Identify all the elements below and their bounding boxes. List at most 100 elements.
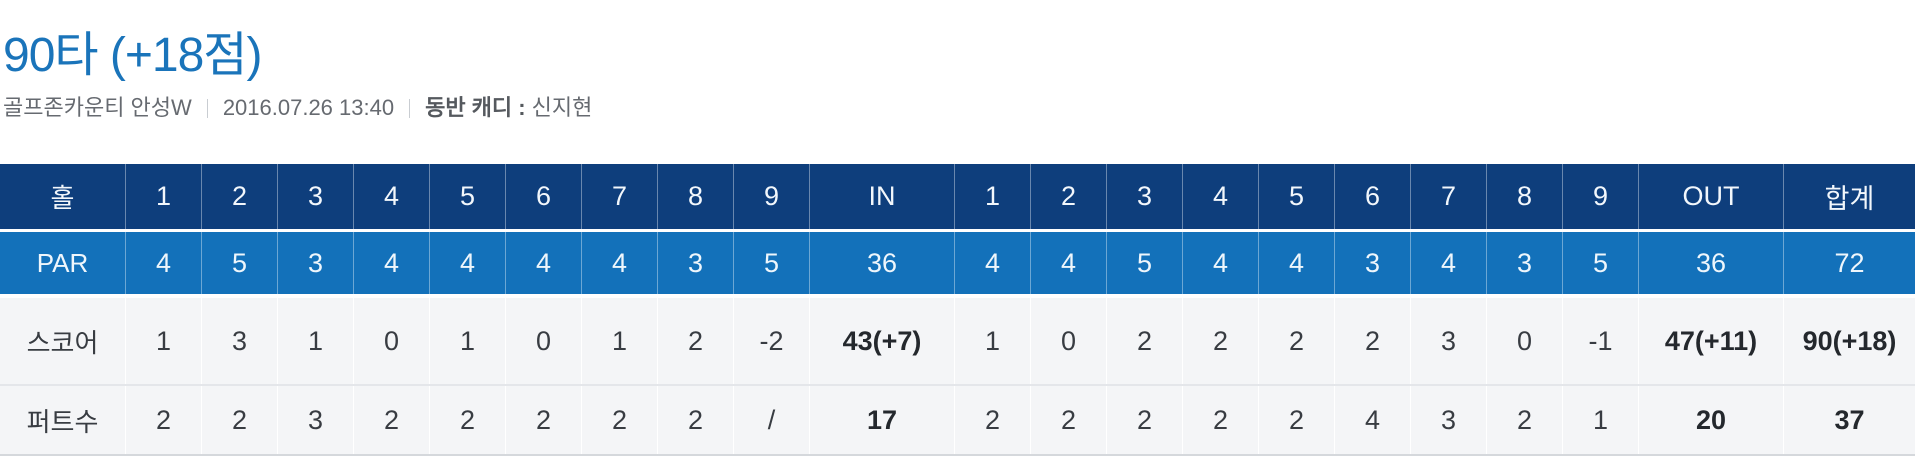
column-header: 6 [1334, 164, 1410, 229]
score-cell: 3 [201, 298, 277, 384]
putts-cell: 2 [505, 386, 581, 454]
putts-cell: 2 [1486, 386, 1562, 454]
caddie-name: 신지현 [531, 95, 593, 120]
score-cell: 1 [125, 298, 201, 384]
score-cell: 0 [1030, 298, 1106, 384]
score-cell: 1 [277, 298, 353, 384]
column-header: 1 [125, 164, 201, 229]
par-cell: 5 [201, 232, 277, 294]
row-label-hole: 홀 [50, 183, 75, 213]
score-cell: 0 [353, 298, 429, 384]
round-info: 골프존카운티 안성W 2016.07.26 13:40 동반 캐디 : 신지현 [3, 93, 1920, 123]
row-label-putts: 퍼트수 [26, 406, 99, 437]
putts-cell: 20 [1638, 386, 1783, 454]
par-cell: 36 [1638, 232, 1783, 294]
putts-cell: 2 [954, 386, 1030, 454]
column-header: 6 [505, 164, 581, 229]
putts-cell: 2 [581, 386, 657, 454]
score-cell: 0 [505, 298, 581, 384]
column-header: 1 [954, 164, 1030, 229]
round-summary: 90타 (+18점) 골프존카운티 안성W 2016.07.26 13:40 동… [0, 0, 1920, 123]
score-cell: -1 [1562, 298, 1638, 384]
column-header: 2 [1030, 164, 1106, 229]
putts-cell: 2 [429, 386, 505, 454]
putts-cell: 1 [1562, 386, 1638, 454]
par-cell: 5 [733, 232, 809, 294]
putts-cell: 2 [1030, 386, 1106, 454]
divider [409, 98, 411, 118]
putts-row: 퍼트수 2 2 3 2 2 2 2 2/17 2 2 2 2 2 4 3 2 1 20 37 [0, 386, 1915, 456]
par-cell: 4 [1030, 232, 1106, 294]
score-cell: -2 [733, 298, 809, 384]
putts-cell: 17 [809, 386, 954, 454]
par-cell: 3 [657, 232, 733, 294]
par-cell: 4 [125, 232, 201, 294]
par-cell: 36 [809, 232, 954, 294]
putts-cell: / [733, 386, 809, 454]
score-cell: 2 [1106, 298, 1182, 384]
score-cell: 1 [429, 298, 505, 384]
putts-cell: 2 [1182, 386, 1258, 454]
par-row: PAR 4 5 3 4 4 4 4 3 5 36 4 4 5 4 4 3 4 3 5 36 72 [0, 232, 1915, 294]
putts-cell: 3 [1410, 386, 1486, 454]
column-header: 7 [581, 164, 657, 229]
par-cell: 4 [505, 232, 581, 294]
column-header: 8 [657, 164, 733, 229]
score-cell: 2 [657, 298, 733, 384]
par-cell: 3 [1334, 232, 1410, 294]
score-cell: 43(+7) [809, 298, 954, 384]
score-cell: 47(+11) [1638, 298, 1783, 384]
score-cell: 0 [1486, 298, 1562, 384]
putts-cell: 2 [657, 386, 733, 454]
column-header: IN [809, 164, 954, 229]
putts-cell: 4 [1334, 386, 1410, 454]
par-cell: 4 [353, 232, 429, 294]
score-cell: 3 [1410, 298, 1486, 384]
caddie-label: 동반 캐디 : [425, 95, 526, 120]
row-label-score: 스코어 [26, 327, 99, 358]
par-cell: 3 [1486, 232, 1562, 294]
column-header: 4 [1182, 164, 1258, 229]
row-label-par: PAR [36, 247, 89, 278]
par-cell: 4 [429, 232, 505, 294]
par-cell: 4 [954, 232, 1030, 294]
column-header: 3 [1106, 164, 1182, 229]
column-header: 합계 [1783, 164, 1915, 229]
putts-cell: 2 [1258, 386, 1334, 454]
column-header: OUT [1638, 164, 1783, 229]
column-header: 9 [1562, 164, 1638, 229]
page-title: 90타 (+18점) [3, 29, 262, 82]
putts-cell: 37 [1783, 386, 1915, 454]
par-cell: 3 [277, 232, 353, 294]
par-cell: 4 [1258, 232, 1334, 294]
column-header: 8 [1486, 164, 1562, 229]
putts-cell: 2 [125, 386, 201, 454]
score-cell: 90(+18) [1783, 298, 1915, 384]
column-header: 9 [733, 164, 809, 229]
column-header: 5 [1258, 164, 1334, 229]
score-cell: 2 [1258, 298, 1334, 384]
score-cell: 2 [1334, 298, 1410, 384]
course-name: 골프존카운티 안성W [3, 95, 192, 120]
par-cell: 5 [1562, 232, 1638, 294]
score-cell: 1 [954, 298, 1030, 384]
putts-cell: 2 [201, 386, 277, 454]
column-header: 4 [353, 164, 429, 229]
putts-cell: 2 [353, 386, 429, 454]
scorecard-table: 홀 1 2 3 4 5 6 7 8 9 IN 1 2 3 4 5 6 7 8 9 OUT 합계 PAR 4 5 3 4 4 4 4 3 5 36… [0, 164, 1915, 456]
score-cell: 2 [1182, 298, 1258, 384]
score-cell: 1 [581, 298, 657, 384]
par-cell: 5 [1106, 232, 1182, 294]
putts-cell: 3 [277, 386, 353, 454]
hole-header-row: 홀 1 2 3 4 5 6 7 8 9 IN 1 2 3 4 5 6 7 8 9 OUT 합계 [0, 164, 1915, 229]
column-header: 5 [429, 164, 505, 229]
par-cell: 4 [581, 232, 657, 294]
column-header: 3 [277, 164, 353, 229]
par-cell: 72 [1783, 232, 1915, 294]
score-row: 스코어 1 3 1 0 1 0 1 2 -2 43(+7) 1 0 2 2 2 2 3 0 -1 47(+11) 90(+… [0, 298, 1915, 386]
divider [206, 98, 208, 118]
column-header: 7 [1410, 164, 1486, 229]
par-cell: 4 [1410, 232, 1486, 294]
par-cell: 4 [1182, 232, 1258, 294]
